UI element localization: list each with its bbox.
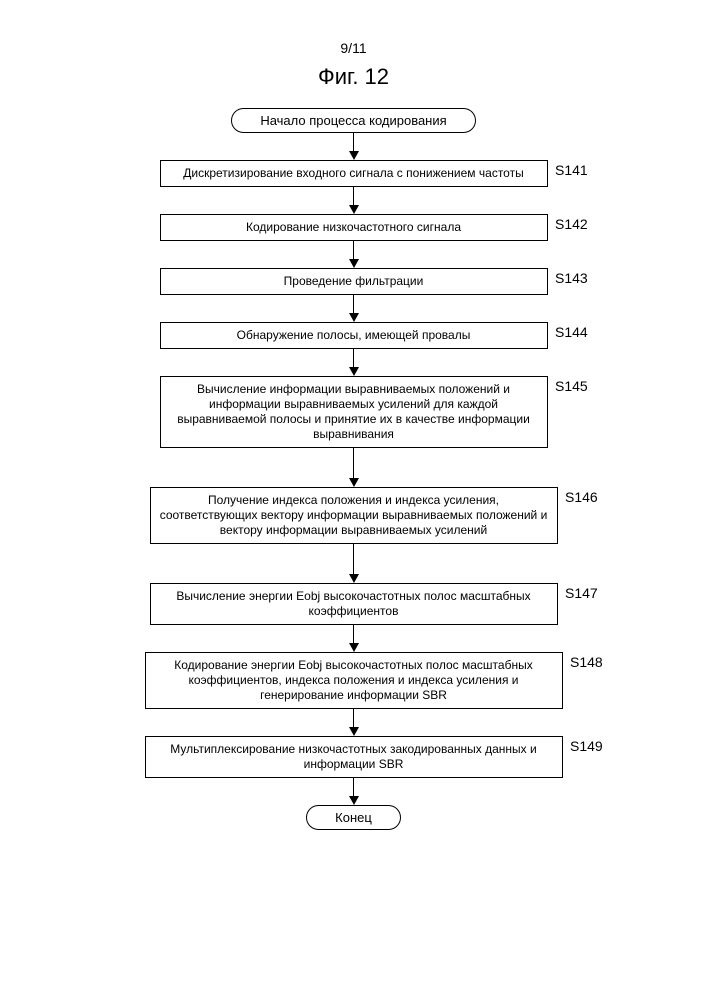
step-label: S143 bbox=[555, 270, 588, 286]
step-label: S141 bbox=[555, 162, 588, 178]
arrow bbox=[349, 187, 359, 214]
process-box: Вычисление информации выравниваемых поло… bbox=[160, 376, 548, 448]
step-row: Обнаружение полосы, имеющей провалы S144 bbox=[0, 322, 707, 349]
process-box: Вычисление энергии Eobj высокочастотных … bbox=[150, 583, 558, 625]
arrow bbox=[349, 778, 359, 805]
process-box: Обнаружение полосы, имеющей провалы bbox=[160, 322, 548, 349]
step-row: Кодирование низкочастотного сигнала S142 bbox=[0, 214, 707, 241]
arrow bbox=[349, 295, 359, 322]
step-row: Мультиплексирование низкочастотных закод… bbox=[0, 736, 707, 778]
step-row: Дискретизирование входного сигнала с пон… bbox=[0, 160, 707, 187]
step-row: Проведение фильтрации S143 bbox=[0, 268, 707, 295]
process-box: Дискретизирование входного сигнала с пон… bbox=[160, 160, 548, 187]
process-box: Проведение фильтрации bbox=[160, 268, 548, 295]
page-number: 9/11 bbox=[0, 40, 707, 56]
arrow bbox=[349, 133, 359, 160]
arrow bbox=[349, 448, 359, 487]
step-label: S149 bbox=[570, 738, 603, 754]
step-row: Кодирование энергии Eobj высокочастотных… bbox=[0, 652, 707, 709]
figure-title: Фиг. 12 bbox=[0, 64, 707, 90]
step-label: S147 bbox=[565, 585, 598, 601]
arrow bbox=[349, 241, 359, 268]
step-label: S145 bbox=[555, 378, 588, 394]
step-label: S148 bbox=[570, 654, 603, 670]
step-label: S142 bbox=[555, 216, 588, 232]
step-row: Вычисление информации выравниваемых поло… bbox=[0, 376, 707, 448]
process-box: Кодирование энергии Eobj высокочастотных… bbox=[145, 652, 563, 709]
step-label: S146 bbox=[565, 489, 598, 505]
flowchart: Начало процесса кодирования Дискретизиро… bbox=[0, 108, 707, 830]
terminator-start: Начало процесса кодирования bbox=[231, 108, 475, 133]
terminator-end: Конец bbox=[306, 805, 401, 830]
process-box: Мультиплексирование низкочастотных закод… bbox=[145, 736, 563, 778]
process-box: Получение индекса положения и индекса ус… bbox=[150, 487, 558, 544]
arrow bbox=[349, 625, 359, 652]
page: 9/11 Фиг. 12 Начало процесса кодирования… bbox=[0, 0, 707, 1000]
step-row: Получение индекса положения и индекса ус… bbox=[0, 487, 707, 544]
process-box: Кодирование низкочастотного сигнала bbox=[160, 214, 548, 241]
step-row: Вычисление энергии Eobj высокочастотных … bbox=[0, 583, 707, 625]
arrow bbox=[349, 544, 359, 583]
step-label: S144 bbox=[555, 324, 588, 340]
arrow bbox=[349, 709, 359, 736]
arrow bbox=[349, 349, 359, 376]
